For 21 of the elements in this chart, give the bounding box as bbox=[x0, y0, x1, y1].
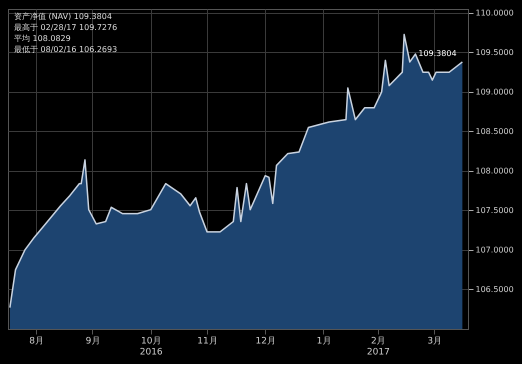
x-tick-label: 3月 bbox=[427, 336, 442, 346]
x-tick-label: 12月 bbox=[256, 336, 276, 346]
x-tick-label: 1月 bbox=[316, 336, 332, 346]
x-tick-label: 8月 bbox=[29, 336, 44, 346]
y-tick-label: 109.0000 bbox=[476, 87, 514, 96]
annotation: 109.3804 bbox=[418, 48, 457, 58]
y-tick-label: 107.5000 bbox=[476, 206, 514, 215]
y-tick-label: 108.0000 bbox=[476, 166, 514, 176]
y-tick-label: 110.0000 bbox=[476, 8, 514, 18]
x-tick-label: 2月 2017 bbox=[366, 336, 390, 358]
annotation: 最高于 02/28/17 109.7276 bbox=[14, 23, 118, 32]
x-tick-label: 11月 bbox=[197, 336, 218, 346]
x-tick-label: 9月 bbox=[86, 336, 100, 346]
annotation: 最低于 08/02/16 106.2693 bbox=[14, 45, 118, 54]
y-tick-label: 109.5000 bbox=[476, 48, 514, 57]
y-tick-label: 108.5000 bbox=[476, 126, 514, 136]
y-tick-label: 107.0000 bbox=[476, 245, 514, 254]
y-tick-label: 106.5000 bbox=[476, 284, 514, 294]
annotation: 平均 108.0829 bbox=[14, 34, 71, 43]
x-tick-label: 10月 2016 bbox=[140, 336, 163, 358]
annotation: 资产净值 (NAV) 109.3804 bbox=[14, 12, 112, 21]
